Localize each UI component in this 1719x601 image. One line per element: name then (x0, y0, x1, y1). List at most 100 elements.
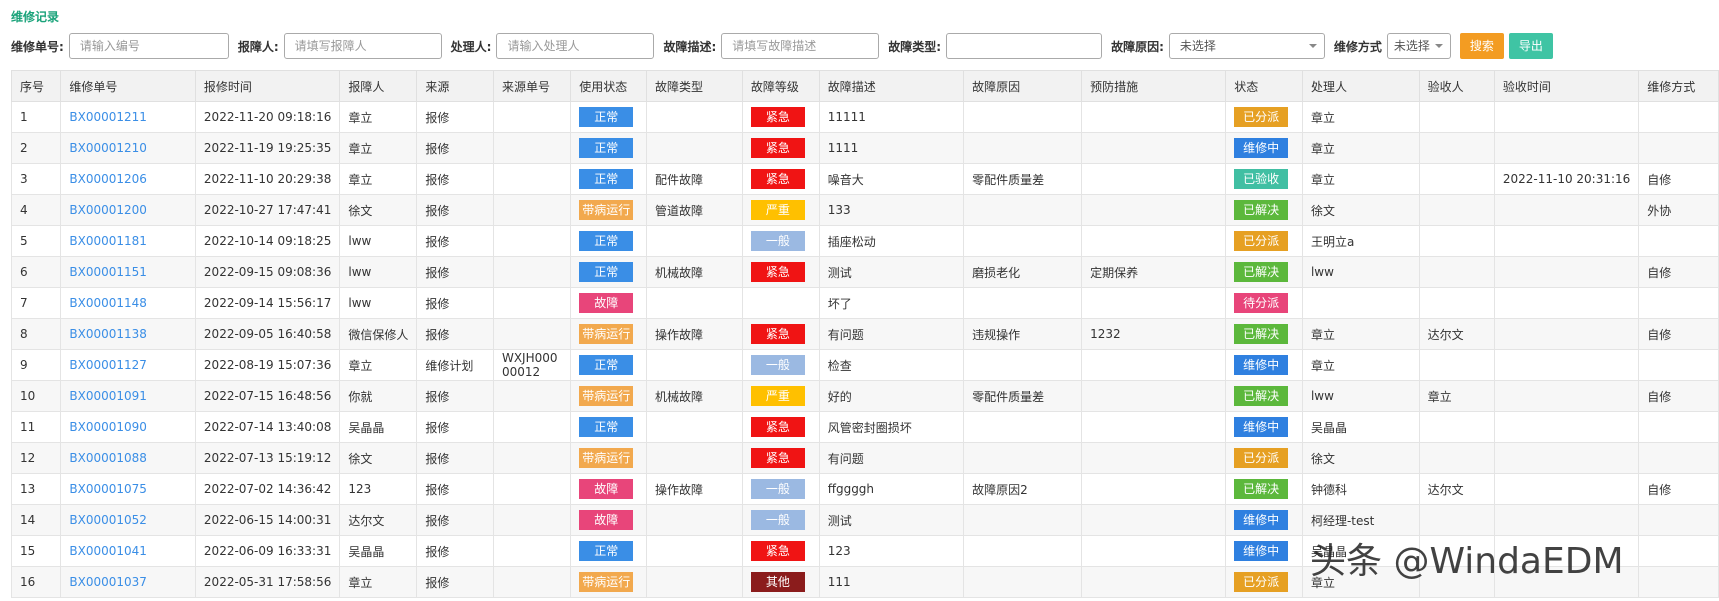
table-cell: 严重 (741, 380, 820, 412)
table-cell (1638, 349, 1719, 381)
status-badge: 一般 (750, 479, 805, 499)
table-cell (1418, 256, 1495, 288)
table-row: 16 BX00001037 2022-05-31 17:58:56 章立 报修 带病运行其… (10, 566, 1719, 598)
export-button[interactable]: 导出 (1508, 33, 1553, 59)
status-badge: 紧急 (750, 324, 805, 344)
order-link[interactable]: BX00001075 (60, 473, 196, 505)
order-link[interactable]: BX00001148 (60, 287, 196, 319)
table-cell: 噪音大 (818, 163, 965, 195)
table-cell (963, 287, 1083, 319)
table-cell (1418, 504, 1495, 536)
table-cell: 1111 (818, 132, 965, 164)
text-input[interactable]: 请填写故障描述 (721, 33, 880, 59)
table-cell (1638, 225, 1719, 257)
table-cell: 一般 (741, 225, 820, 257)
order-link[interactable]: BX00001151 (60, 256, 196, 288)
table-cell: 1 (10, 101, 62, 133)
text-input[interactable] (946, 33, 1103, 59)
text-input[interactable]: 请输入处理人 (496, 33, 655, 59)
text-input[interactable]: 请填写报障人 (283, 33, 442, 59)
table-cell (1493, 566, 1640, 598)
order-link[interactable]: BX00001052 (60, 504, 196, 536)
column-header: 预防措施 (1081, 70, 1227, 102)
status-badge: 紧急 (750, 169, 805, 189)
table-cell (1493, 132, 1640, 164)
status-badge: 已解决 (1234, 479, 1289, 499)
table-cell (963, 504, 1083, 536)
table-cell (963, 442, 1083, 474)
table-cell: 你就 (339, 380, 418, 412)
order-link[interactable]: BX00001200 (60, 194, 196, 226)
order-link[interactable]: BX00001090 (60, 411, 196, 443)
select[interactable]: 未选择 (1168, 33, 1325, 59)
table-cell: 紧急 (741, 411, 820, 443)
table-cell: 2022-10-27 17:47:41 (194, 194, 341, 226)
filter-bar: 维修单号: 请输入编号 报障人: 请填写报障人 处理人: 请输入处理人 故障描述… (11, 32, 1553, 60)
status-badge: 已分派 (1234, 572, 1289, 592)
table-cell: 章立 (1418, 380, 1495, 412)
status-badge: 紧急 (750, 417, 805, 437)
table-cell: 操作故障 (646, 473, 743, 505)
table-cell (492, 504, 572, 536)
table-cell: 磨损老化 (963, 256, 1083, 288)
table-cell: 正常 (570, 535, 648, 567)
table-cell: 报修 (416, 535, 494, 567)
status-badge: 带病运行 (579, 448, 634, 468)
table-cell (1081, 163, 1227, 195)
table-cell (492, 411, 572, 443)
table-cell: 11111 (818, 101, 965, 133)
order-link[interactable]: BX00001138 (60, 318, 196, 350)
order-link[interactable]: BX00001206 (60, 163, 196, 195)
table-cell: 已解决 (1225, 318, 1303, 350)
table-cell: 章立 (1301, 566, 1420, 598)
table-cell: 6 (10, 256, 62, 288)
table-cell (1638, 504, 1719, 536)
status-badge: 故障 (579, 479, 634, 499)
table-cell: 一般 (741, 349, 820, 381)
table-cell: 待分派 (1225, 287, 1303, 319)
table-cell: 报修 (416, 194, 494, 226)
table-cell (1638, 442, 1719, 474)
table-cell (1418, 101, 1495, 133)
status-badge: 已分派 (1234, 448, 1289, 468)
table-cell: 检查 (818, 349, 965, 381)
select[interactable]: 未选择 (1386, 33, 1451, 59)
table-cell: 12 (10, 442, 62, 474)
table-cell (1493, 349, 1640, 381)
table-cell: 测试 (818, 504, 965, 536)
table-cell: 带病运行 (570, 442, 648, 474)
order-link[interactable]: BX00001088 (60, 442, 196, 474)
table-cell: 已解决 (1225, 380, 1303, 412)
table-cell (1493, 318, 1640, 350)
order-link[interactable]: BX00001037 (60, 566, 196, 598)
table-cell: 报修 (416, 504, 494, 536)
column-header: 使用状态 (570, 70, 648, 102)
table-row: 1 BX00001211 2022-11-20 09:18:16 章立 报修 正常 紧急 11… (10, 101, 1719, 133)
table-row: 2 BX00001210 2022-11-19 19:25:35 章立 报修 正常 紧急 11… (10, 132, 1719, 164)
table-cell: 机械故障 (646, 256, 743, 288)
order-link[interactable]: BX00001181 (60, 225, 196, 257)
table-cell: 故障 (570, 473, 648, 505)
search-button[interactable]: 搜索 (1459, 33, 1504, 59)
status-badge: 带病运行 (579, 572, 634, 592)
table-cell (492, 535, 572, 567)
table-cell: 2022-11-19 19:25:35 (194, 132, 341, 164)
column-header: 故障类型 (646, 70, 743, 102)
order-link[interactable]: BX00001041 (60, 535, 196, 567)
order-link[interactable]: BX00001211 (60, 101, 196, 133)
table-cell (1081, 442, 1227, 474)
order-link[interactable]: BX00001127 (60, 349, 196, 381)
table-cell (492, 163, 572, 195)
column-header: 处理人 (1301, 70, 1420, 102)
table-cell (492, 566, 572, 598)
table-cell (1081, 380, 1227, 412)
table-cell: 徐文 (339, 194, 418, 226)
order-link[interactable]: BX00001210 (60, 132, 196, 164)
table-cell (963, 132, 1083, 164)
table-cell: 9 (10, 349, 62, 381)
text-input[interactable]: 请输入编号 (68, 33, 229, 59)
order-link[interactable]: BX00001091 (60, 380, 196, 412)
table-cell: 5 (10, 225, 62, 257)
table-cell (963, 411, 1083, 443)
